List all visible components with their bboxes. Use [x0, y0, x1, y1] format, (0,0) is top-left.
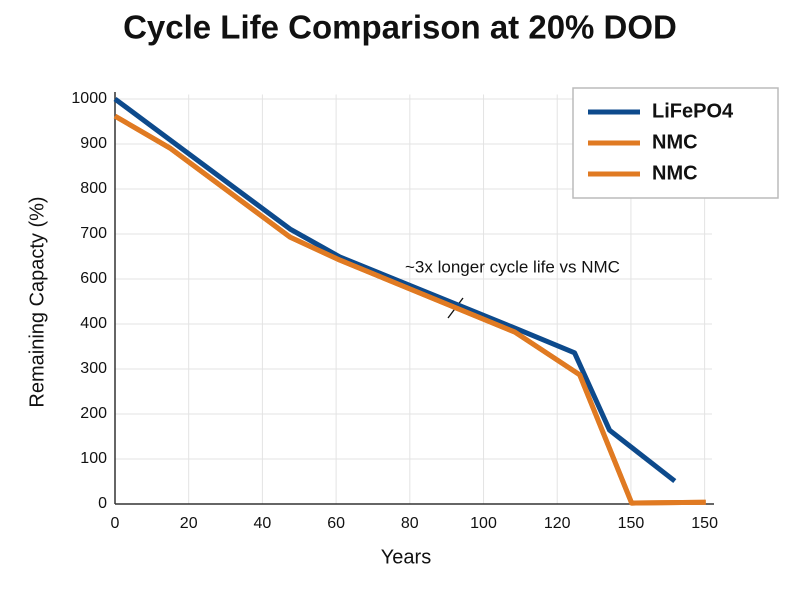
y-axis-title: Remaining Capacty (%)	[26, 196, 48, 407]
x-tick-label: 40	[254, 515, 272, 532]
x-tick-label: 0	[111, 515, 120, 532]
x-tick-label: 20	[180, 515, 198, 532]
x-tick-label: 100	[470, 515, 497, 532]
x-tick-label: 150	[691, 515, 718, 532]
legend-label: LiFePO4	[652, 100, 734, 122]
y-tick-label: 700	[80, 225, 107, 242]
y-tick-label: 0	[98, 495, 107, 512]
y-tick-label: 800	[80, 180, 107, 197]
y-tick-label: 900	[80, 135, 107, 152]
y-tick-label: 200	[80, 405, 107, 422]
line	[113, 113, 706, 506]
chart-title: Cycle Life Comparison at 20% DOD	[123, 9, 677, 46]
x-tick-label: 120	[544, 515, 571, 532]
x-tick-label: 150	[618, 515, 645, 532]
grid	[114, 94, 712, 505]
y-tick-label: 1000	[71, 90, 107, 107]
line	[113, 96, 677, 484]
y-tick-label: 400	[80, 315, 107, 332]
annotation: ~3x longer cycle life vs NMC	[405, 257, 620, 276]
y-tick-label: 100	[80, 450, 107, 467]
x-tick-label: 60	[327, 515, 345, 532]
y-tick-label: 600	[80, 270, 107, 287]
legend-label: NMC	[652, 131, 698, 153]
x-tick-label: 80	[401, 515, 419, 532]
x-axis-title: Years	[381, 546, 431, 568]
y-tick-label: 300	[80, 360, 107, 377]
legend-label: NMC	[652, 162, 698, 184]
